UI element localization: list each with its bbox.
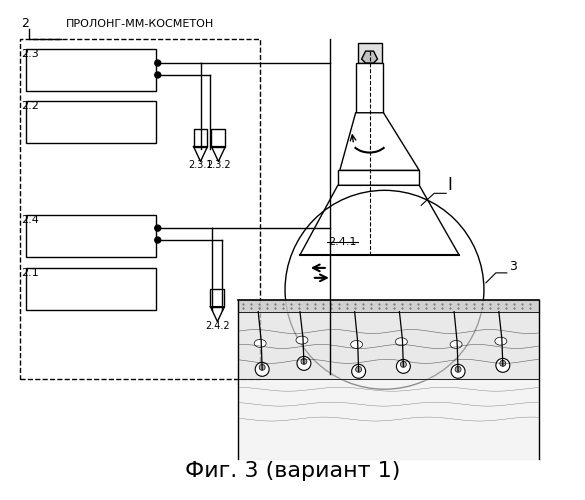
Bar <box>26 268 156 310</box>
Circle shape <box>400 362 407 368</box>
Polygon shape <box>362 51 377 63</box>
Text: 2.1: 2.1 <box>22 268 39 278</box>
Bar <box>338 170 419 186</box>
Text: 2.4: 2.4 <box>22 215 39 225</box>
Text: 2.4.1: 2.4.1 <box>328 237 356 247</box>
Ellipse shape <box>450 340 462 348</box>
Circle shape <box>155 237 161 243</box>
Ellipse shape <box>350 340 363 348</box>
Circle shape <box>155 225 161 231</box>
Ellipse shape <box>296 336 308 344</box>
Text: 3: 3 <box>509 260 517 273</box>
Bar <box>19 39 260 380</box>
Bar <box>26 101 156 142</box>
Circle shape <box>500 360 506 366</box>
Circle shape <box>255 362 269 376</box>
Bar <box>26 215 156 257</box>
Text: 2.3: 2.3 <box>22 49 39 59</box>
Circle shape <box>297 356 311 370</box>
Circle shape <box>155 72 161 78</box>
Bar <box>194 128 208 146</box>
Polygon shape <box>340 113 419 170</box>
Text: Фиг. 3 (вариант 1): Фиг. 3 (вариант 1) <box>185 461 401 481</box>
Text: 2: 2 <box>22 17 29 30</box>
Bar <box>26 49 156 91</box>
Ellipse shape <box>254 340 266 347</box>
Circle shape <box>301 358 307 364</box>
Circle shape <box>356 366 362 372</box>
Text: I: I <box>447 176 452 194</box>
Polygon shape <box>300 186 459 255</box>
Bar <box>211 128 225 146</box>
Text: 2.2: 2.2 <box>22 101 39 111</box>
Text: 2.4.2: 2.4.2 <box>205 320 230 330</box>
Bar <box>357 43 381 63</box>
Text: 2.3.1: 2.3.1 <box>188 160 213 170</box>
Circle shape <box>451 364 465 378</box>
Text: 2.3.2: 2.3.2 <box>206 160 230 170</box>
Text: ПРОЛОНГ-ММ-КОСМЕТОН: ПРОЛОНГ-ММ-КОСМЕТОН <box>66 19 215 29</box>
Circle shape <box>397 360 410 374</box>
Circle shape <box>259 364 265 370</box>
Circle shape <box>455 366 461 372</box>
Ellipse shape <box>495 337 507 345</box>
Circle shape <box>155 60 161 66</box>
Ellipse shape <box>395 338 407 345</box>
Bar <box>211 289 225 306</box>
Circle shape <box>496 358 510 372</box>
Bar <box>356 63 384 113</box>
Circle shape <box>352 364 366 378</box>
